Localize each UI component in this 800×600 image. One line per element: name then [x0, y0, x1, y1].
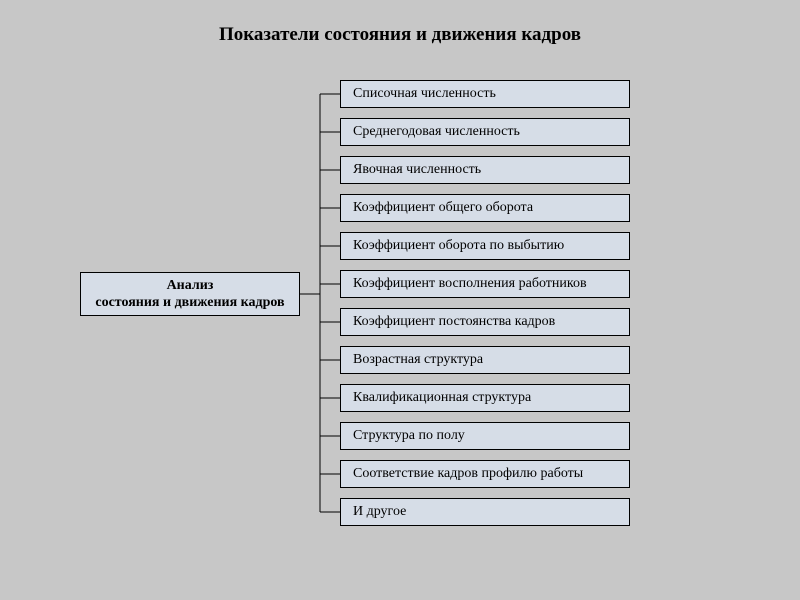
- diagram-title: Показатели состояния и движения кадров: [160, 24, 640, 46]
- item-node: Структура по полу: [340, 422, 630, 450]
- item-node: Возрастная структура: [340, 346, 630, 374]
- item-node: Списочная численность: [340, 80, 630, 108]
- item-node: Среднегодовая численность: [340, 118, 630, 146]
- item-node: Коэффициент постоянства кадров: [340, 308, 630, 336]
- item-node: Коэффициент общего оборота: [340, 194, 630, 222]
- item-node: Соответствие кадров профилю работы: [340, 460, 630, 488]
- root-node: Анализ состояния и движения кадров: [80, 272, 300, 316]
- item-node: И другое: [340, 498, 630, 526]
- item-node: Коэффициент восполнения работников: [340, 270, 630, 298]
- item-node: Квалификационная структура: [340, 384, 630, 412]
- item-node: Явочная численность: [340, 156, 630, 184]
- item-node: Коэффициент оборота по выбытию: [340, 232, 630, 260]
